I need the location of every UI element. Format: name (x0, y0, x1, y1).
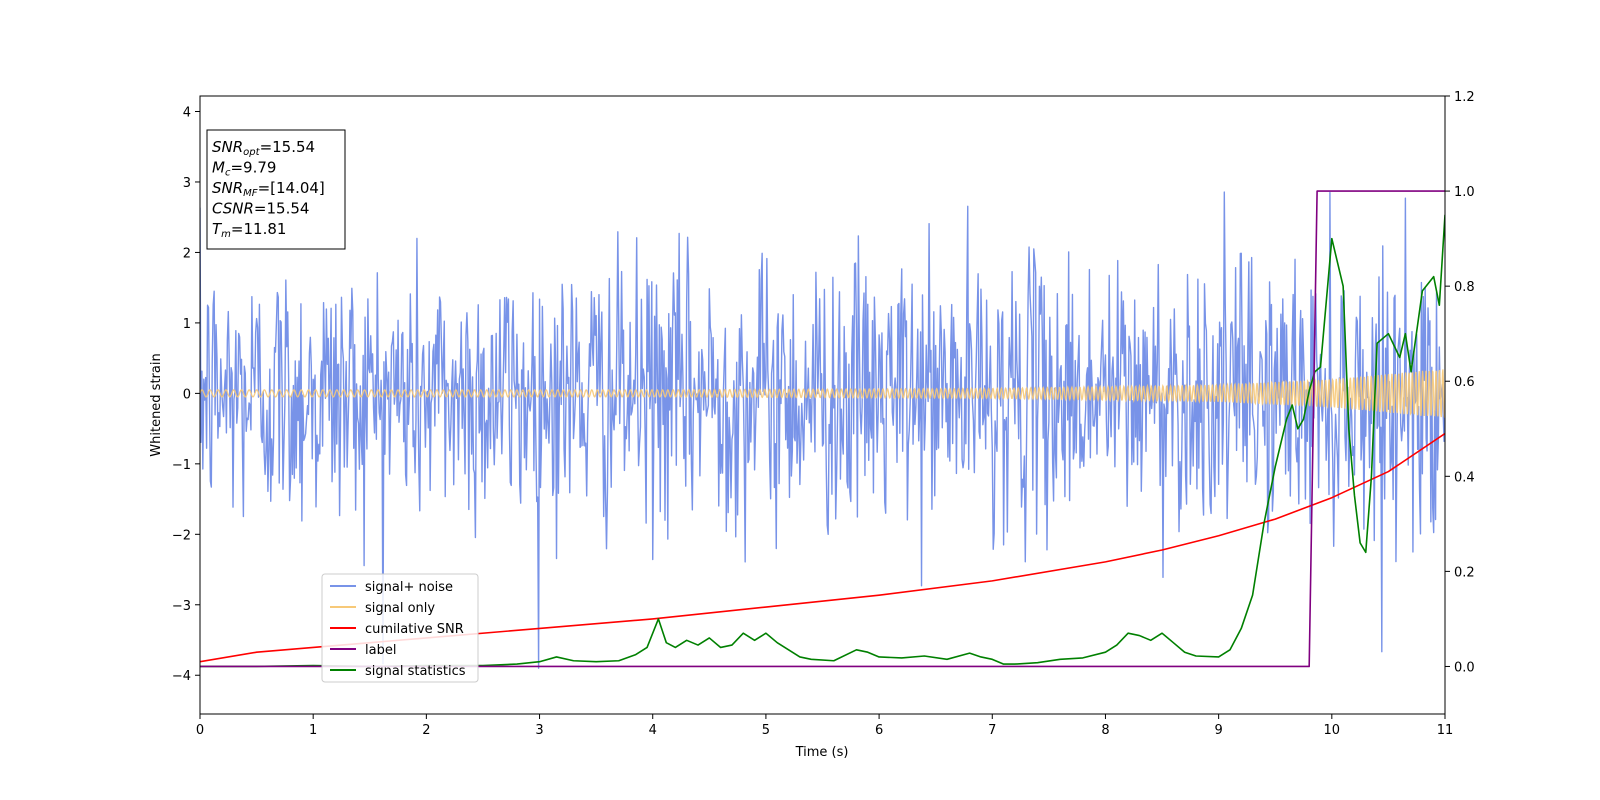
x-tick-label: 10 (1324, 723, 1341, 738)
legend-label: signal+ noise (365, 580, 453, 595)
y-tick-label: −3 (172, 599, 191, 614)
legend-label: signal statistics (365, 664, 466, 679)
annotation-line: Mc=9.79 (212, 159, 276, 179)
y-right-tick-label: 0.8 (1454, 280, 1475, 295)
x-tick-label: 9 (1214, 723, 1222, 738)
x-tick-label: 7 (988, 723, 996, 738)
y-right-tick-label: 1.2 (1454, 90, 1475, 105)
y-tick-label: −2 (172, 528, 191, 543)
legend: signal+ noise signal only cumilative SNR la… (321, 573, 479, 683)
y-right-tick-label: 1.0 (1454, 185, 1475, 200)
x-tick-label: 4 (649, 723, 657, 738)
x-axis-label: Time (s) (795, 745, 849, 760)
y-tick-label: 2 (183, 246, 191, 261)
y-right-tick-label: 0.0 (1454, 660, 1475, 675)
x-tick-label: 0 (196, 723, 204, 738)
y-tick-label: 4 (183, 106, 191, 121)
series-signal-only-line (200, 369, 1445, 418)
y-tick-label: −1 (172, 458, 191, 473)
y-right-tick-label: 0.2 (1454, 565, 1475, 580)
y-axis-label: Whitened strain (149, 353, 164, 456)
y-tick-label: 0 (183, 387, 191, 402)
y-tick-label: −4 (172, 669, 191, 684)
axes: 0 1 2 3 4 5 6 7 8 9 10 11 −4 −3 −2 −1 0 1 2 3 4 0.0 0.2 0.4 0.6 0… (172, 90, 1475, 738)
annotation-line: SNRopt=15.54 (212, 138, 315, 158)
y-tick-label: 1 (183, 317, 191, 332)
legend-label: label (365, 643, 396, 658)
x-tick-label: 6 (875, 723, 883, 738)
annotation-line: CSNR=15.54 (212, 200, 309, 218)
series-signal-noise-line (200, 191, 1445, 669)
series-signal-statistics-line (200, 214, 1445, 668)
y-tick-label: 3 (183, 176, 191, 191)
annotation-line: SNRMF=[14.04] (212, 179, 325, 199)
x-tick-label: 5 (762, 723, 770, 738)
series-label-line (200, 190, 1445, 668)
x-tick-label: 2 (422, 723, 430, 738)
x-tick-label: 3 (535, 723, 543, 738)
y-right-tick-label: 0.6 (1454, 375, 1475, 390)
annotation-box: SNRopt=15.54Mc=9.79SNRMF=[14.04]CSNR=15.… (206, 129, 346, 250)
y-right-tick-label: 0.4 (1454, 470, 1475, 485)
legend-frame (321, 573, 479, 683)
x-tick-label: 8 (1101, 723, 1109, 738)
x-tick-label: 1 (309, 723, 317, 738)
legend-label: cumilative SNR (365, 622, 464, 637)
plot-frame (199, 95, 1446, 715)
x-tick-label: 11 (1437, 723, 1454, 738)
annotation-line: Tm=11.81 (212, 220, 286, 240)
annotation-frame (206, 129, 346, 250)
legend-label: signal only (365, 601, 435, 616)
